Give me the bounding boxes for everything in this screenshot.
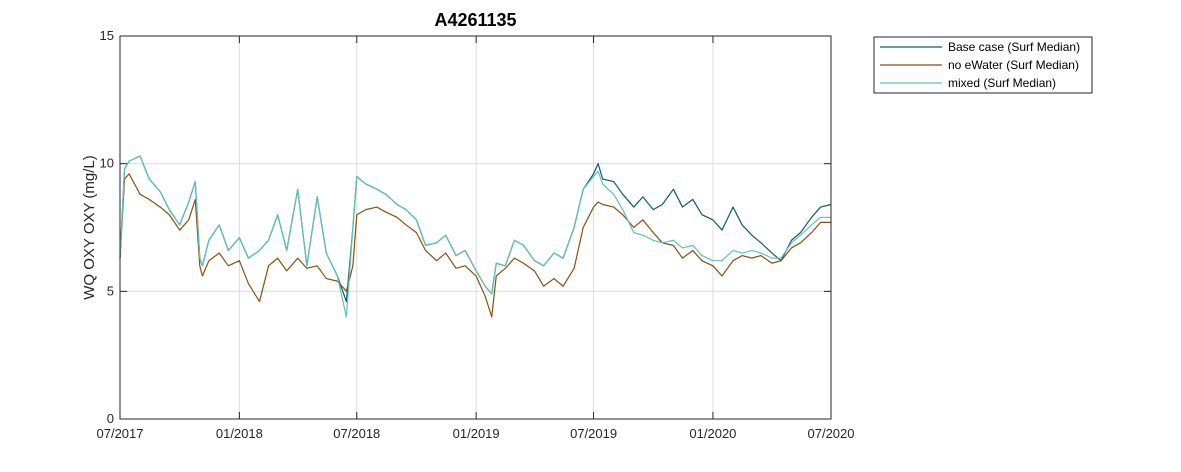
x-tick-label: 07/2018 (333, 426, 380, 441)
x-tick-label: 07/2019 (570, 426, 617, 441)
plot-frame (119, 35, 832, 420)
legend-label-1: Base case (Surf Median) (948, 40, 1080, 54)
axis-ticks: 0 5 10 15 07/2017 01/2018 07/2018 01/2019 07/201… (97, 28, 855, 441)
y-tick-label: 0 (107, 411, 114, 426)
series-lines (119, 155, 832, 318)
x-tick-label: 01/2019 (453, 426, 500, 441)
series-line-2 (119, 173, 831, 318)
legend: Base case (Surf Median) no eWater (Surf M… (873, 36, 1093, 94)
x-tick-label: 07/2020 (808, 426, 855, 441)
x-tick-label: 01/2020 (689, 426, 736, 441)
legend-label-2: no eWater (Surf Median) (948, 58, 1079, 72)
legend-label-3: mixed (Surf Median) (948, 76, 1056, 90)
chart-title: A4261135 (434, 10, 516, 30)
grid-lines (120, 36, 831, 419)
y-tick-label: 15 (100, 28, 114, 43)
y-axis-label: WQ OXY OXY (mg/L) (81, 155, 98, 299)
y-tick-label: 5 (107, 283, 114, 298)
x-tick-label: 01/2018 (216, 426, 263, 441)
x-tick-label: 07/2017 (97, 426, 144, 441)
plot-area (120, 36, 831, 419)
series-line-3 (119, 155, 831, 318)
y-tick-label: 10 (100, 156, 114, 171)
